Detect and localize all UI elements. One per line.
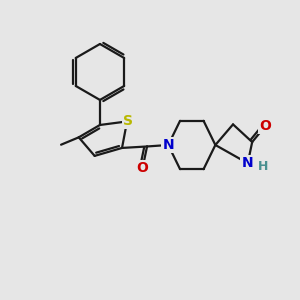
Text: H: H — [258, 160, 268, 173]
Text: N: N — [242, 156, 253, 170]
Text: S: S — [123, 114, 133, 128]
Text: O: O — [137, 161, 148, 175]
Text: N: N — [162, 138, 174, 152]
Text: O: O — [260, 119, 272, 133]
